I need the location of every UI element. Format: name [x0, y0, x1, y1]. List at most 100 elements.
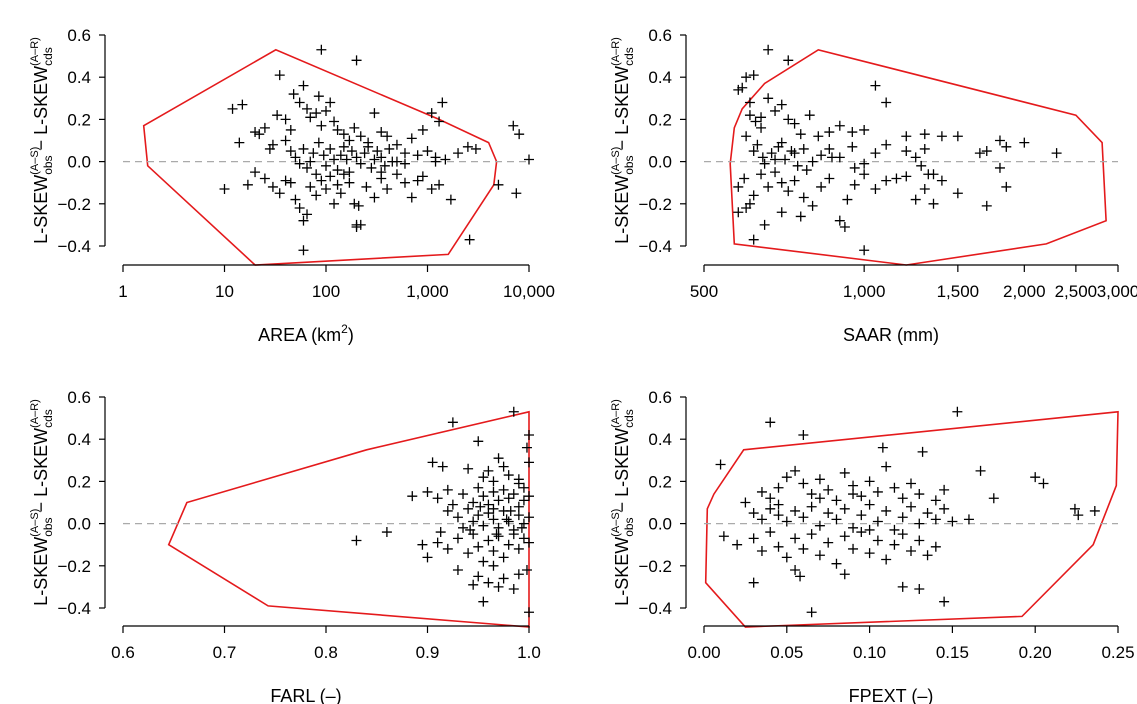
data-point	[870, 148, 881, 159]
data-point	[798, 143, 809, 154]
data-point	[975, 465, 986, 476]
data-point	[285, 177, 296, 188]
data-point	[465, 524, 476, 535]
data-point	[839, 222, 850, 233]
data-point	[795, 129, 806, 140]
data-point	[881, 505, 892, 516]
data-point	[856, 491, 867, 502]
data-point	[733, 181, 744, 192]
data-point	[1073, 510, 1084, 521]
data-point	[473, 436, 484, 447]
data-point	[379, 160, 390, 171]
data-point	[518, 482, 529, 493]
data-point	[718, 531, 729, 542]
data-point	[831, 558, 842, 569]
data-point	[344, 167, 355, 178]
x-tick-label: 500	[690, 282, 718, 301]
data-point	[939, 503, 950, 514]
x-tick-label: 3,000	[1097, 282, 1137, 301]
data-point	[859, 169, 870, 180]
data-point	[939, 484, 950, 495]
data-point	[478, 520, 489, 531]
data-point	[508, 120, 519, 131]
data-point	[994, 162, 1005, 173]
data-point	[910, 194, 921, 205]
data-point	[814, 493, 825, 504]
x-tick-label: 0.15	[936, 643, 969, 662]
y-tick-label: 0.2	[67, 472, 91, 491]
y-tick-label: 0.2	[648, 110, 672, 129]
data-point	[524, 537, 534, 548]
data-point	[889, 539, 900, 550]
data-point	[906, 478, 916, 489]
data-point	[498, 552, 509, 563]
y-tick-label: 0.6	[67, 388, 91, 407]
data-point	[798, 192, 809, 203]
data-point	[478, 491, 489, 502]
data-point	[452, 565, 463, 576]
data-point	[826, 152, 837, 163]
data-point	[859, 124, 870, 135]
data-point	[524, 607, 534, 618]
data-point	[897, 581, 908, 592]
data-point	[781, 472, 792, 483]
data-point	[259, 122, 270, 133]
x-axis-label: SAAR (mm)	[843, 325, 939, 345]
data-point	[524, 429, 534, 440]
data-point	[928, 198, 939, 209]
data-point	[756, 122, 767, 133]
y-tick-label: −0.2	[638, 195, 672, 214]
data-point	[478, 472, 489, 483]
data-point	[353, 200, 364, 211]
data-point	[274, 188, 285, 199]
data-point	[359, 148, 370, 159]
y-tick-label: 0.6	[67, 26, 91, 45]
data-point	[363, 141, 374, 152]
data-point	[847, 127, 858, 138]
data-point	[219, 184, 230, 195]
data-point	[914, 489, 925, 500]
data-point	[351, 152, 362, 163]
data-point	[901, 146, 912, 157]
data-point	[475, 501, 486, 512]
data-point	[889, 482, 900, 493]
data-point	[864, 499, 875, 510]
y-axis-label-3: L-SKEW(A–S)obs − L-SKEW(A–R)cds	[29, 399, 55, 606]
data-point	[872, 516, 883, 527]
data-point	[756, 112, 767, 123]
data-point	[783, 186, 794, 197]
data-point	[952, 188, 963, 199]
data-point	[807, 156, 818, 167]
data-point	[473, 510, 484, 521]
data-point	[897, 512, 908, 523]
data-point	[816, 181, 827, 192]
data-point	[859, 158, 870, 169]
data-point	[759, 219, 770, 230]
data-point	[823, 508, 834, 519]
data-point	[498, 484, 509, 495]
data-point	[842, 194, 853, 205]
data-point	[294, 158, 305, 169]
data-point	[750, 116, 761, 127]
data-point	[355, 158, 366, 169]
data-point	[919, 143, 930, 154]
data-point	[344, 135, 355, 146]
data-point	[329, 116, 340, 127]
data-point	[311, 190, 322, 201]
data-point	[508, 529, 519, 540]
data-point	[488, 486, 499, 497]
data-point	[311, 108, 322, 119]
data-point	[338, 129, 349, 140]
data-point	[936, 131, 947, 142]
chart-panel-2: −0.4 −0.2 0.0 0.2 0.4 0.6 500 1,000 1,500 2,000 2,…	[610, 26, 1137, 345]
data-point	[773, 482, 784, 493]
x-tick-label: 1.0	[517, 643, 541, 662]
data-point	[994, 135, 1005, 146]
data-point	[521, 565, 532, 576]
data-point	[382, 131, 393, 142]
data-point	[372, 146, 383, 157]
y-tick-label: 0.4	[67, 430, 91, 449]
data-point	[503, 470, 514, 481]
data-point	[325, 171, 336, 182]
data-point	[518, 518, 529, 529]
